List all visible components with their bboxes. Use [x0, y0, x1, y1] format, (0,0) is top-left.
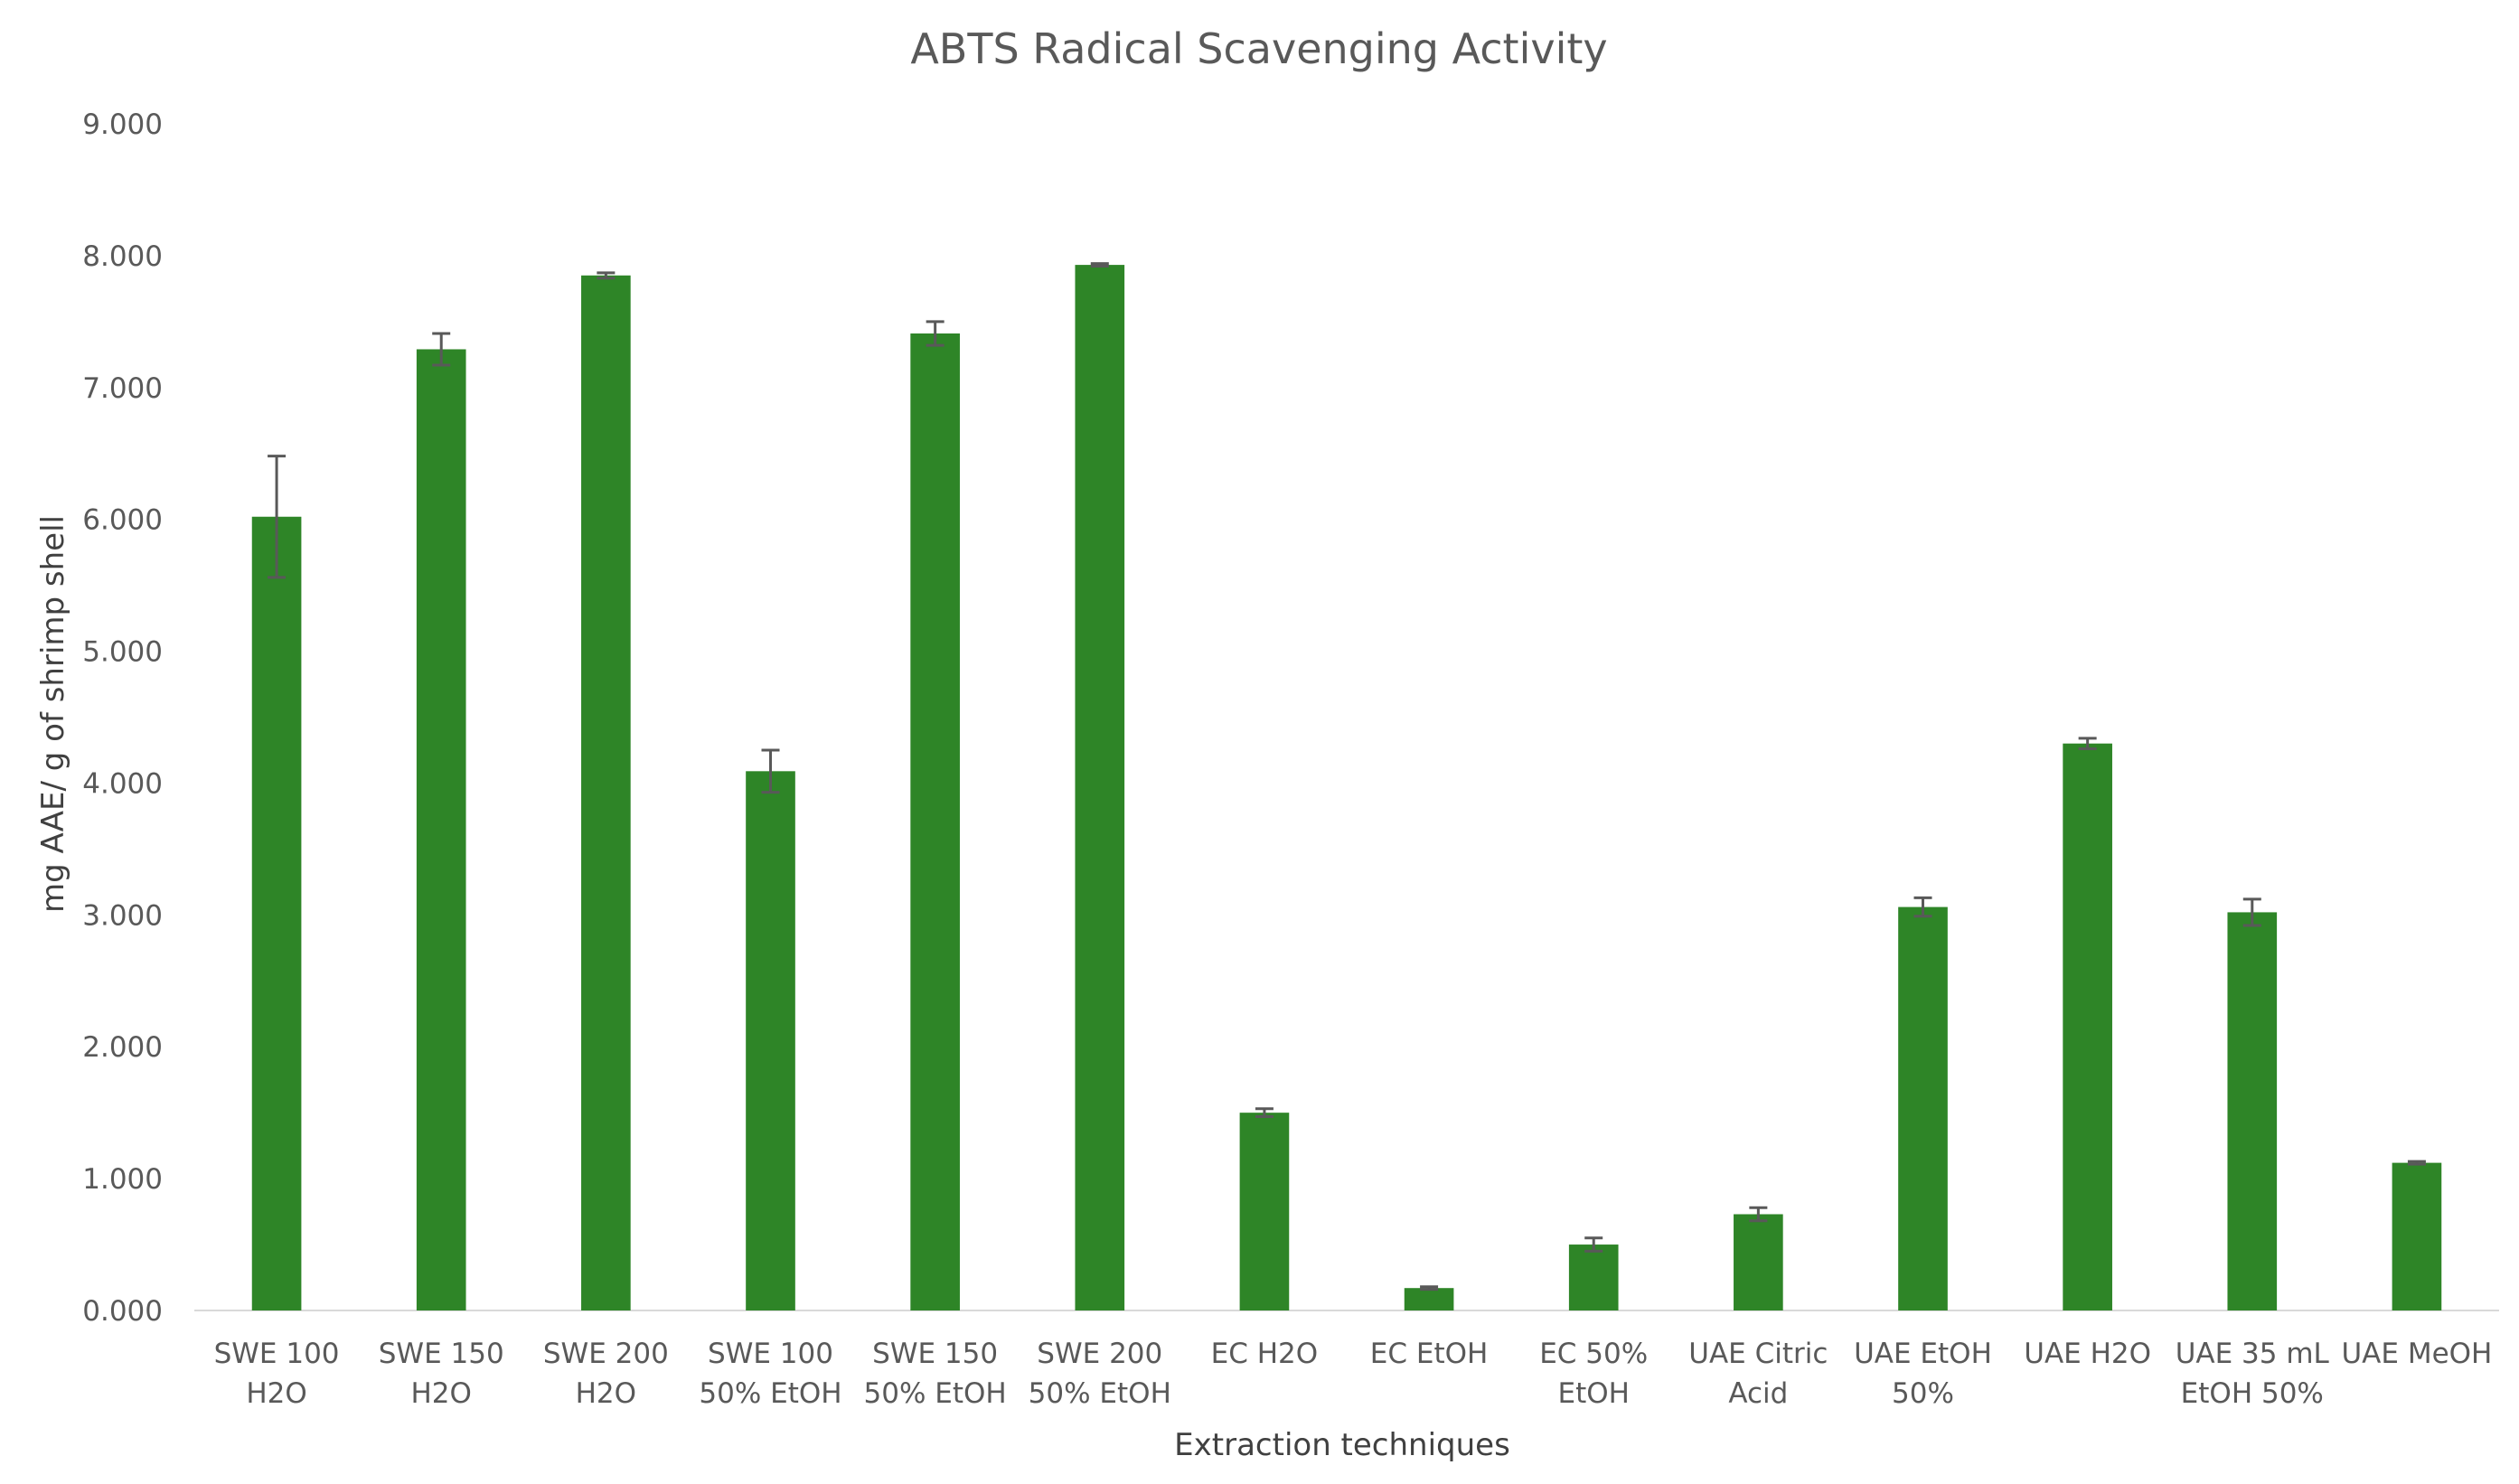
y-tick-label: 8.000 — [82, 240, 163, 273]
x-category-label: H2O — [246, 1377, 306, 1410]
x-category-label: SWE 200 — [1037, 1338, 1162, 1370]
x-category-label: EtOH — [1557, 1377, 1629, 1410]
x-category-label: UAE Citric — [1688, 1338, 1828, 1370]
x-category-label: UAE EtOH — [1854, 1338, 1992, 1370]
error-bar — [761, 748, 780, 794]
x-category-label: SWE 100 — [214, 1338, 340, 1370]
bar — [416, 349, 466, 1311]
y-axis-ticks: 0.000 1.000 2.000 3.000 4.000 5.000 6.000 7.000… — [82, 108, 163, 1328]
bar — [581, 275, 631, 1310]
x-category-label: EC H2O — [1211, 1338, 1319, 1370]
error-bar — [1090, 262, 1109, 268]
error-bars-group — [268, 262, 2426, 1291]
bar — [1075, 265, 1125, 1311]
y-tick-label: 4.000 — [82, 767, 163, 800]
x-category-label: 50% EtOH — [699, 1377, 841, 1410]
error-bar — [432, 332, 451, 367]
x-category-label: Acid — [1728, 1377, 1788, 1410]
x-category-label: UAE H2O — [2024, 1338, 2151, 1370]
x-category-label: SWE 150 — [379, 1338, 504, 1370]
y-tick-label: 7.000 — [82, 372, 163, 405]
x-category-label: UAE 35 mL — [2176, 1338, 2330, 1370]
bars-group — [251, 265, 2442, 1311]
bar — [2227, 912, 2278, 1310]
x-axis-title: Extraction techniques — [1174, 1427, 1510, 1463]
y-tick-label: 1.000 — [82, 1163, 163, 1196]
y-tick-label: 2.000 — [82, 1031, 163, 1064]
bar — [1734, 1214, 1783, 1310]
y-tick-label: 9.000 — [82, 108, 163, 141]
chart-title: ABTS Radical Scavenging Activity — [910, 24, 1607, 73]
x-category-label: 50% EtOH — [1029, 1377, 1171, 1410]
bar — [910, 333, 960, 1310]
error-bar — [597, 271, 616, 280]
error-bar — [268, 455, 287, 579]
x-category-label: SWE 200 — [543, 1338, 669, 1370]
error-bar — [1255, 1107, 1274, 1119]
x-category-label: EC 50% — [1539, 1338, 1648, 1370]
x-category-label: EC EtOH — [1370, 1338, 1489, 1370]
error-bar — [1420, 1285, 1439, 1291]
x-category-label: 50% EtOH — [864, 1377, 1007, 1410]
bar — [1568, 1244, 1619, 1310]
error-bar — [1584, 1236, 1603, 1253]
error-bar — [2078, 737, 2097, 751]
y-tick-label: 3.000 — [82, 899, 163, 932]
x-category-label: 50% — [1892, 1377, 1954, 1410]
error-bar — [1749, 1206, 1768, 1223]
x-category-label: H2O — [410, 1377, 471, 1410]
y-tick-label: 0.000 — [82, 1295, 163, 1328]
error-bar — [1913, 896, 1932, 918]
bar — [2063, 743, 2112, 1310]
bar — [2392, 1162, 2442, 1310]
bar — [1898, 906, 1948, 1310]
bar — [746, 771, 795, 1310]
x-category-label: SWE 150 — [872, 1338, 998, 1370]
bar — [1239, 1113, 1290, 1310]
category-labels: SWE 100 H2O SWE 150 H2O SWE 200 H2O SWE 100 50%… — [214, 1338, 2493, 1410]
y-tick-label: 5.000 — [82, 636, 163, 669]
y-tick-label: 6.000 — [82, 504, 163, 537]
error-bar — [2407, 1160, 2426, 1166]
x-category-label: SWE 100 — [708, 1338, 833, 1370]
bar — [251, 516, 302, 1310]
y-axis-title: mg AAE/ g of shrimp shell — [35, 515, 71, 913]
x-category-label: H2O — [576, 1377, 636, 1410]
error-bar — [926, 320, 945, 347]
bar — [1404, 1288, 1454, 1310]
error-bar — [2242, 897, 2261, 927]
x-category-label: UAE MeOH — [2341, 1338, 2492, 1370]
x-category-label: EtOH 50% — [2181, 1377, 2324, 1410]
